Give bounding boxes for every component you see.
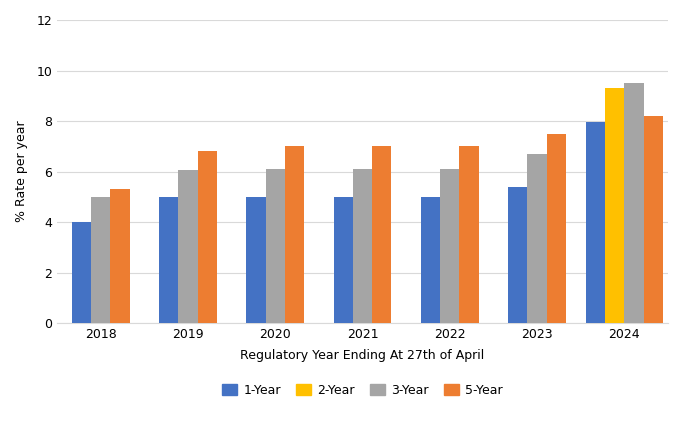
Bar <box>111 189 130 323</box>
Legend: 1-Year, 2-Year, 3-Year, 5-Year: 1-Year, 2-Year, 3-Year, 5-Year <box>217 379 507 402</box>
Bar <box>508 187 527 323</box>
Bar <box>285 146 304 323</box>
Bar <box>546 134 566 323</box>
Bar <box>247 197 266 323</box>
Bar <box>643 116 663 323</box>
Bar <box>91 197 111 323</box>
Bar <box>605 88 624 323</box>
Bar <box>353 169 372 323</box>
Bar <box>441 169 460 323</box>
Bar <box>334 197 353 323</box>
Bar <box>421 197 441 323</box>
X-axis label: Regulatory Year Ending At 27th of April: Regulatory Year Ending At 27th of April <box>240 350 485 363</box>
Bar <box>527 154 546 323</box>
Bar <box>72 222 91 323</box>
Bar <box>197 151 217 323</box>
Bar <box>266 169 285 323</box>
Bar <box>460 146 479 323</box>
Bar <box>159 197 178 323</box>
Bar <box>624 83 643 323</box>
Bar <box>586 122 605 323</box>
Y-axis label: % Rate per year: % Rate per year <box>15 121 28 223</box>
Bar <box>372 146 391 323</box>
Bar <box>178 170 197 323</box>
